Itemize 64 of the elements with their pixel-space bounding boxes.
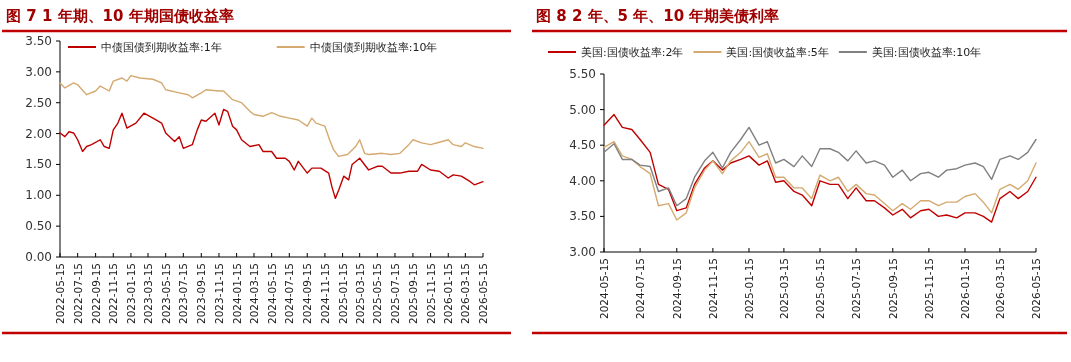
x-tick-label: 2025-09-15 [886,258,899,320]
y-tick-label: 3.50 [25,34,52,48]
x-tick-label: 2024-05-15 [598,258,610,320]
x-tick-label: 2022-09-15 [89,263,102,325]
y-tick-label: 1.00 [25,188,52,203]
x-tick-label: 2026-05-15 [1030,258,1042,320]
x-tick-label: 2024-11-15 [318,263,331,325]
x-tick-label: 2026-01-15 [958,258,971,320]
x-tick-label: 2023-09-15 [195,263,208,325]
x-tick-label: 2024-05-15 [265,263,278,325]
x-tick-label: 2024-11-15 [706,258,719,320]
x-tick-label: 2023-07-15 [177,263,190,325]
x-tick-label: 2025-07-15 [850,258,863,320]
x-tick-label: 2024-07-15 [283,263,296,325]
x-tick-label: 2024-09-15 [670,258,683,320]
y-tick-label: 3.00 [25,64,52,79]
x-tick-label: 2025-03-15 [777,258,790,320]
chart-title: 图 7 1 年期、10 年期国债收益率 [6,7,234,25]
y-tick-label: 4.00 [569,173,596,188]
x-tick-label: 2025-09-15 [406,263,419,325]
line-series [603,113,1037,223]
y-tick-label: 2.00 [25,126,52,141]
x-tick-label: 2025-05-15 [814,258,826,320]
chart-title: 图 8 2 年、5 年、10 年期美债利率 [536,7,780,25]
x-tick-label: 2025-01-15 [336,263,349,325]
line-series [603,140,1037,221]
y-tick-label: 2.50 [25,95,52,110]
x-tick-label: 2026-01-15 [442,263,455,325]
x-tick-label: 2023-11-15 [212,263,225,325]
x-tick-label: 2025-03-15 [353,263,366,325]
x-tick-label: 2025-07-15 [388,263,401,325]
line-series [59,74,484,158]
y-tick-label: 5.50 [569,67,596,81]
x-tick-label: 2023-03-15 [142,263,155,325]
y-tick-label: 0.00 [25,250,52,264]
y-tick-label: 0.50 [25,219,52,234]
x-tick-label: 2026-03-15 [459,263,472,325]
y-tick-label: 1.50 [25,157,52,172]
x-tick-label: 2022-07-15 [71,263,84,325]
x-tick-label: 2025-01-15 [742,258,755,320]
x-tick-label: 2024-03-15 [247,263,260,325]
y-tick-label: 4.50 [569,138,596,153]
x-tick-label: 2026-05-15 [477,263,489,325]
y-tick-label: 3.00 [569,245,596,259]
x-tick-label: 2022-05-15 [54,263,66,325]
line-series [59,108,484,200]
y-tick-label: 5.00 [569,102,596,117]
legend-label: 中债国债到期收益率:1年 [101,41,222,54]
x-tick-label: 2026-03-15 [993,258,1006,320]
legend-label: 美国:国债收益率:5年 [726,46,829,59]
x-tick-label: 2025-11-15 [424,263,437,325]
x-tick-label: 2025-05-15 [371,263,384,325]
legend-label: 美国:国债收益率:10年 [871,46,982,59]
x-tick-label: 2023-05-15 [159,263,172,325]
y-tick-label: 3.50 [569,209,596,224]
line-series [603,126,1037,207]
x-tick-label: 2024-07-15 [634,258,647,320]
legend-label: 美国:国债收益率:2年 [581,46,684,59]
x-tick-label: 2024-01-15 [230,263,243,325]
x-tick-label: 2022-11-15 [107,263,120,325]
legend-label: 中债国债到期收益率:10年 [309,41,438,54]
x-tick-label: 2023-01-15 [124,263,137,325]
x-tick-label: 2025-11-15 [922,258,935,320]
x-tick-label: 2024-09-15 [301,263,314,325]
